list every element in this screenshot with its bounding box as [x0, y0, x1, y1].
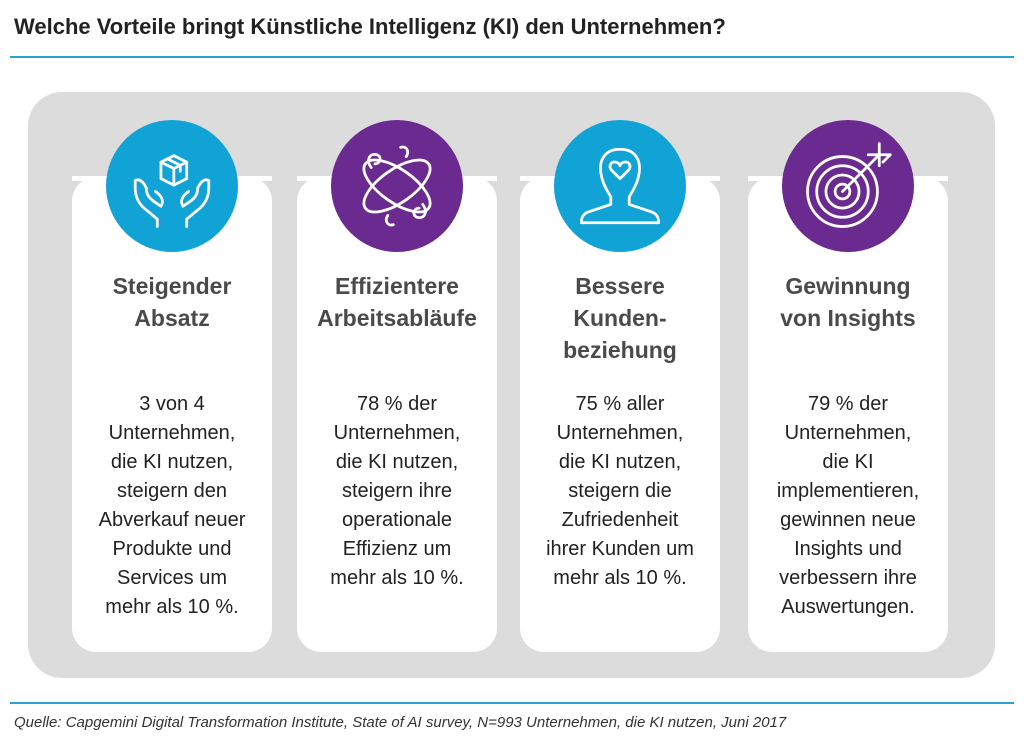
footer-divider: [10, 702, 1014, 704]
page-title: Welche Vorteile bringt Künstliche Intell…: [14, 14, 726, 39]
benefit-card-efficiency: [297, 177, 497, 652]
card-text: 78 % der Unternehmen, die KI nutzen, ste…: [330, 393, 464, 589]
target-arrow-icon: [782, 120, 914, 252]
card-heading: Gewinnung von Insights: [780, 273, 916, 331]
benefit-card-insights: [748, 177, 948, 652]
card-heading: Bessere Kunden- beziehung: [563, 273, 677, 363]
benefit-card-sales: [72, 177, 272, 652]
orbit-icon: [331, 120, 463, 252]
hands-box-icon: [106, 120, 238, 252]
source-note: Quelle: Capgemini Digital Transformation…: [14, 714, 787, 731]
card-text: 75 % aller Unternehmen, die KI nutzen, s…: [546, 393, 694, 589]
card-text: 3 von 4 Unternehmen, die KI nutzen, stei…: [98, 393, 246, 618]
card-heading: Steigender Absatz: [112, 273, 232, 331]
card-text: 79 % der Unternehmen, die KI implementie…: [776, 393, 920, 618]
benefit-card-customer: [520, 177, 720, 652]
title-divider: [10, 56, 1014, 58]
person-heart-icon: [554, 120, 686, 252]
card-heading: Effizientere Arbeitsabläufe: [317, 273, 477, 331]
